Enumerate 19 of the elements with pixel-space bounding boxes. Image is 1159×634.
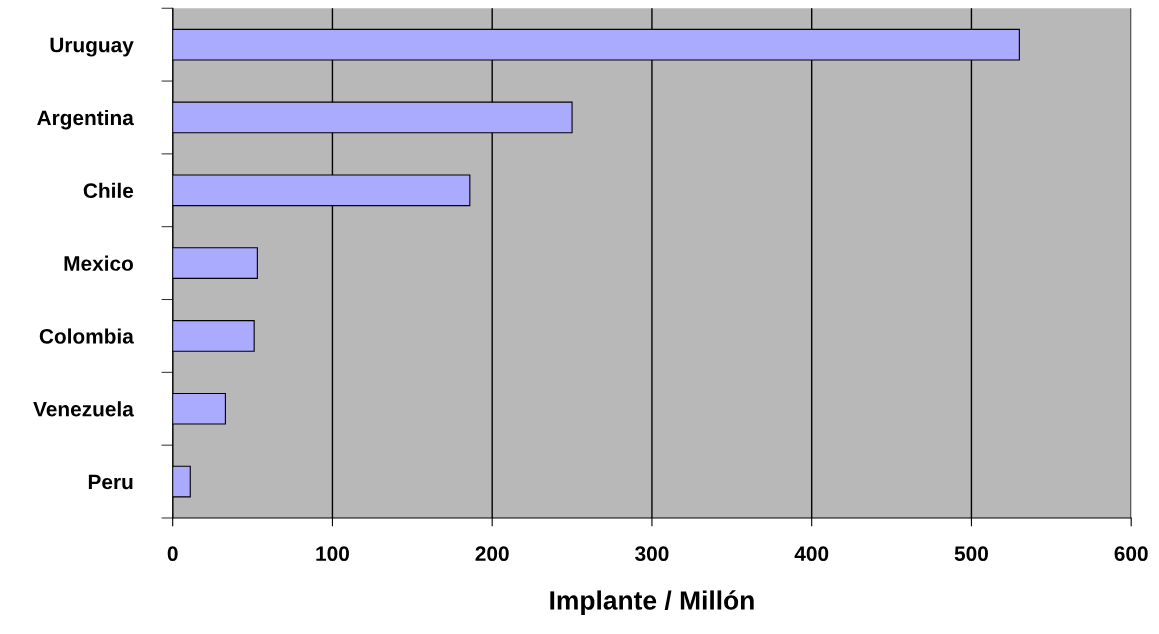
x-tick-label: 100 [316, 546, 349, 562]
bar [172, 392, 226, 425]
x-tick-label: 400 [794, 546, 829, 562]
x-tick-label: 0 [167, 546, 178, 562]
y-tick-label: Uruguay [50, 37, 134, 57]
y-tick-label: Venezuela [33, 401, 134, 417]
x-axis-title: Implante / Millón [550, 590, 754, 616]
y-tick-label: Colombia [39, 328, 134, 344]
x-tick-label: 200 [475, 546, 509, 562]
x-tick-label: 600 [1114, 546, 1148, 562]
bar [172, 247, 258, 279]
y-tick-label: Peru [88, 474, 133, 490]
y-tick-label: Mexico [64, 255, 133, 271]
x-tick-label: 300 [635, 546, 669, 562]
bar [172, 465, 191, 498]
y-tick-label: Chile [83, 182, 134, 199]
y-tick-label: Argentina [37, 109, 134, 130]
x-tick-label: 500 [954, 546, 988, 562]
bar [172, 320, 255, 352]
